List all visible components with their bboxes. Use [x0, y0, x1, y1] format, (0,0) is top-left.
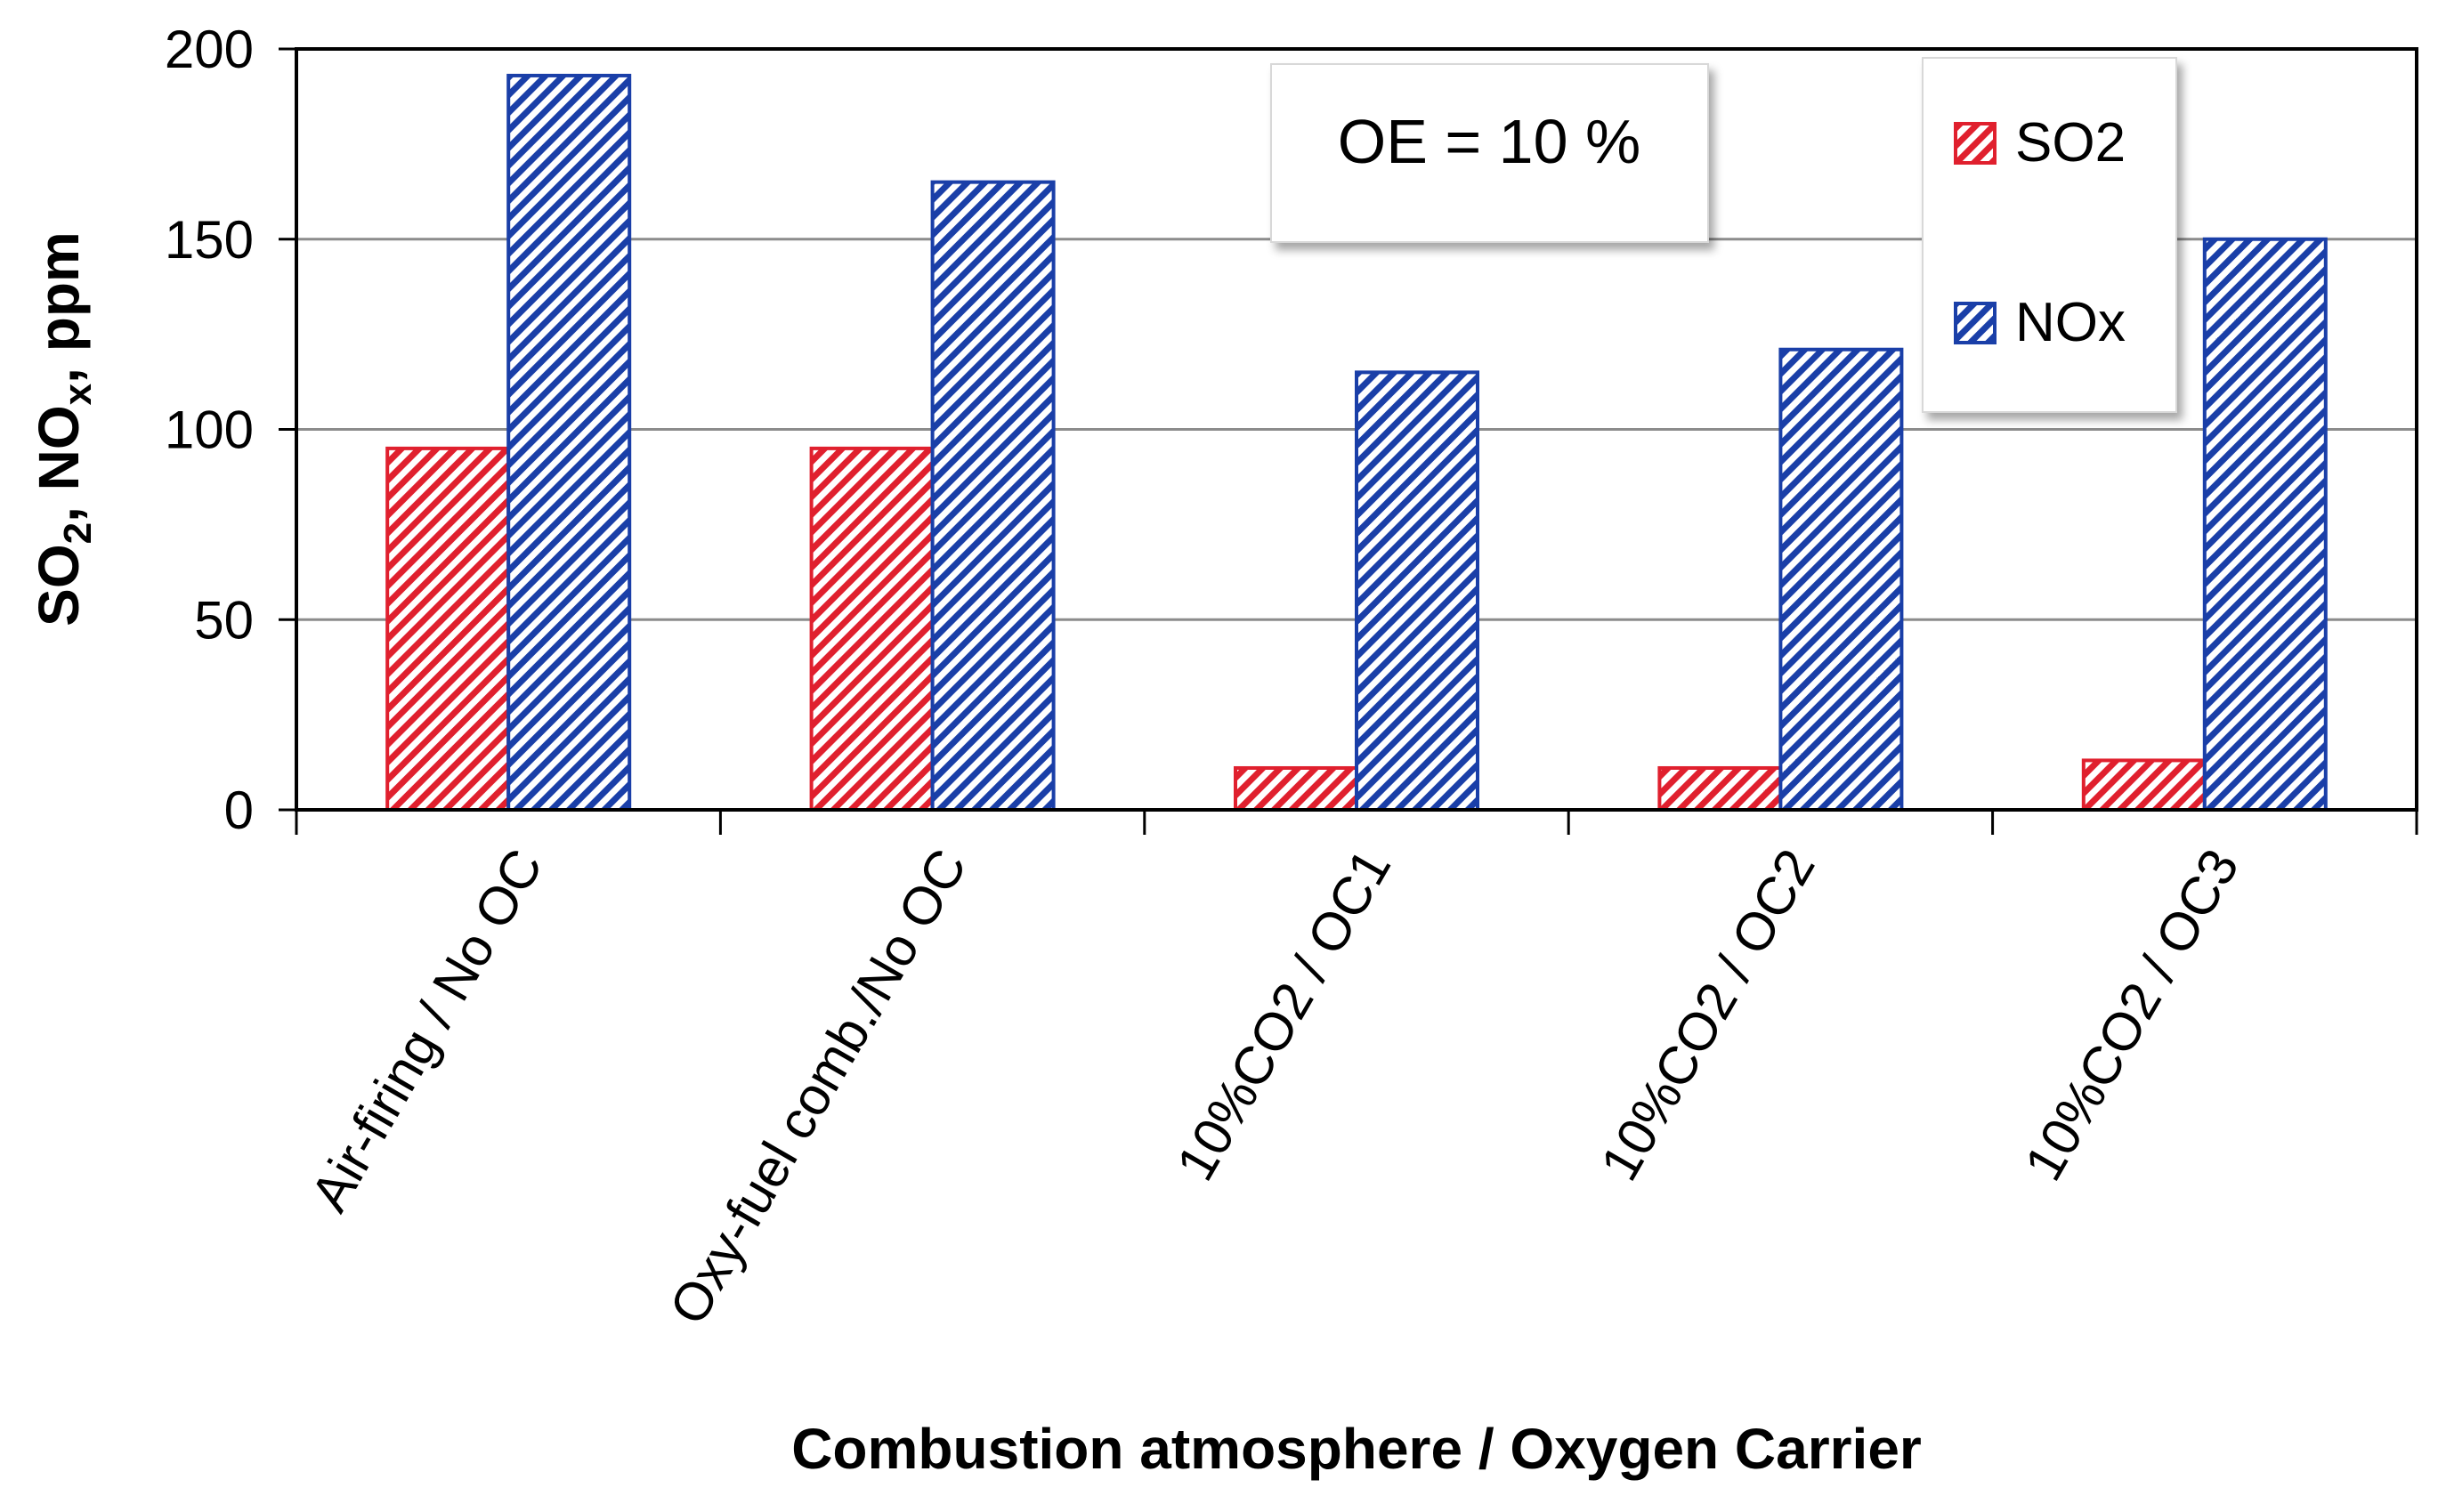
bars	[385, 73, 2328, 813]
bar-so2	[809, 446, 935, 812]
ylabel-part-1: SO	[27, 544, 91, 626]
bar-nox	[930, 180, 1056, 812]
ylabel-sub-x: x	[56, 383, 100, 405]
ylabel-part-5: , ppm	[27, 231, 91, 384]
y-axis: 0 50 100 150 200	[165, 20, 296, 840]
y-tick-label: 150	[165, 210, 254, 270]
y-tick-label: 0	[224, 780, 254, 840]
bar-so2	[2081, 758, 2207, 812]
legend-swatch-nox	[1954, 302, 1997, 344]
ylabel-part-3: , NO	[27, 405, 91, 522]
bar-so2	[385, 446, 511, 812]
y-tick-label: 50	[194, 590, 254, 650]
legend-label-so2: SO2	[2015, 112, 2126, 174]
bar-nox	[1355, 370, 1479, 812]
category-label: Oxy-fuel comb./No OC	[658, 839, 978, 1334]
bar-nox	[506, 73, 632, 813]
annotation-text: OE = 10 %	[1338, 107, 1640, 176]
category-label: 10%CO2 / OC1	[1165, 839, 1402, 1190]
y-tick-label: 100	[165, 400, 254, 460]
category-label: Air-firing / No OC	[299, 839, 554, 1221]
legend-box	[1922, 57, 2177, 413]
bar-so2	[1234, 765, 1358, 812]
bar-nox	[2202, 237, 2328, 812]
ylabel-sub-2: 2	[56, 522, 100, 544]
annotation-box	[1270, 63, 1709, 243]
y-axis-title: SO2, NOx, ppm	[27, 231, 100, 627]
legend-label-nox: NOx	[2015, 292, 2126, 353]
bar-nox	[1778, 347, 1904, 813]
y-tick-label: 200	[165, 20, 254, 79]
x-axis-title: Combustion atmosphere / Oxygen Carrier	[791, 1417, 1922, 1481]
category-label: 10%CO2 / OC3	[2013, 839, 2250, 1190]
svg-text:SO2, NOx, ppm: SO2, NOx, ppm	[27, 231, 100, 627]
category-labels: Air-firing / No OC Oxy-fuel comb./No OC 10…	[299, 839, 2250, 1334]
legend-swatch-so2	[1954, 122, 1997, 165]
bar-so2	[1657, 765, 1783, 812]
category-label: 10%CO2 / OC2	[1589, 839, 1826, 1190]
x-axis	[295, 808, 2418, 835]
